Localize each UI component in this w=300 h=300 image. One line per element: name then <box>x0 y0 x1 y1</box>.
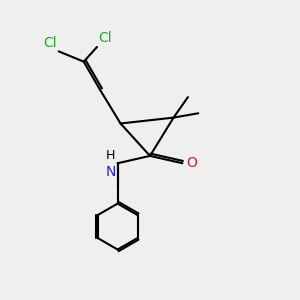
Text: H: H <box>106 149 115 162</box>
Text: Cl: Cl <box>44 36 57 50</box>
Text: N: N <box>106 165 116 179</box>
Text: Cl: Cl <box>98 32 112 46</box>
Text: O: O <box>186 156 197 170</box>
